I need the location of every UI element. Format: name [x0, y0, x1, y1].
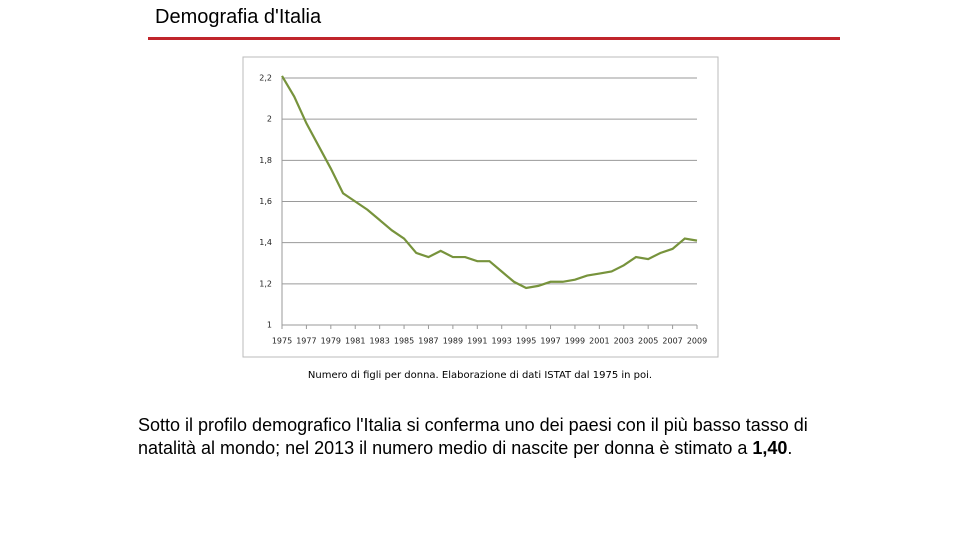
y-tick-label: 1,2	[259, 279, 272, 288]
y-tick-label: 2	[267, 115, 272, 124]
y-tick-label: 1,6	[259, 197, 272, 206]
x-tick-label: 1999	[565, 337, 585, 346]
x-tick-label: 1993	[492, 337, 512, 346]
x-tick-label: 1997	[540, 337, 560, 346]
x-tick-label: 1989	[443, 337, 463, 346]
title-rule	[148, 37, 840, 40]
y-tick-label: 1,4	[259, 238, 272, 247]
y-tick-label: 1	[267, 321, 272, 330]
x-tick-label: 1981	[345, 337, 365, 346]
slide-title: Demografia d'Italia	[155, 6, 322, 28]
body-text: Sotto il profilo demografico l'Italia si…	[138, 414, 828, 460]
body-bold: 1,40	[752, 438, 788, 458]
chart-caption: Numero di figli per donna. Elaborazione …	[307, 370, 653, 381]
body-span: Sotto il profilo demografico l'Italia si…	[138, 415, 808, 458]
chart: 1 1,2 1,4 1,6 1,8 2 2,2 1975 1977 1979 1981 1983 198…	[242, 56, 719, 358]
chart-frame	[242, 56, 719, 358]
x-tick-label: 1987	[418, 337, 438, 346]
data-line	[281, 75, 698, 290]
x-tick-label: 1975	[272, 337, 292, 346]
x-tick-label: 2009	[687, 337, 707, 346]
x-tick-label: 2005	[638, 337, 658, 346]
x-tick-label: 1983	[369, 337, 389, 346]
x-tick-label: 1991	[467, 337, 487, 346]
body-end: .	[787, 438, 793, 458]
x-tick-label: 1977	[296, 337, 316, 346]
y-tick-label: 2,2	[259, 74, 272, 83]
x-tick-label: 2001	[589, 337, 609, 346]
x-tick-label: 2007	[662, 337, 682, 346]
x-tick-label: 1979	[321, 337, 341, 346]
y-tick-label: 1,8	[259, 156, 272, 165]
x-tick-label: 1985	[394, 337, 414, 346]
x-tick-label: 2003	[614, 337, 634, 346]
x-tick-label: 1995	[516, 337, 536, 346]
